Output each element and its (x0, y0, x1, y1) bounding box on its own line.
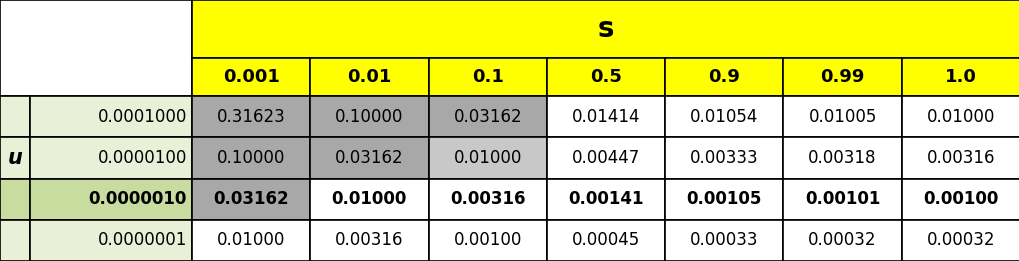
Bar (901, 96, 1019, 137)
Bar (783, 179, 901, 220)
Bar (546, 58, 664, 96)
Bar (664, 179, 783, 220)
Bar (428, 96, 546, 137)
Bar (901, 220, 1019, 261)
Text: 0.0000010: 0.0000010 (89, 190, 186, 208)
Bar (310, 179, 428, 220)
Text: 0.00045: 0.00045 (572, 231, 640, 249)
Bar (0, 179, 30, 220)
Text: 0.00318: 0.00318 (807, 149, 876, 167)
Text: 0.99: 0.99 (819, 68, 864, 86)
Bar (0, 137, 30, 179)
Text: 0.01: 0.01 (346, 68, 391, 86)
Bar (783, 96, 901, 137)
Text: 0.00316: 0.00316 (335, 231, 404, 249)
Bar (664, 96, 783, 137)
Text: 0.00316: 0.00316 (925, 149, 995, 167)
Text: 0.00447: 0.00447 (572, 149, 640, 167)
Text: 0.00033: 0.00033 (690, 231, 758, 249)
Bar (546, 179, 664, 220)
Bar (428, 220, 546, 261)
Text: 0.5: 0.5 (589, 68, 622, 86)
Text: 0.01005: 0.01005 (808, 108, 876, 126)
Bar (783, 137, 901, 179)
Bar (192, 0, 1019, 58)
Bar (783, 58, 901, 96)
Text: 0.0000001: 0.0000001 (98, 231, 186, 249)
Bar (192, 96, 310, 137)
Bar (664, 220, 783, 261)
Bar (901, 179, 1019, 220)
Text: 0.03162: 0.03162 (335, 149, 404, 167)
Bar (30, 96, 192, 137)
Bar (0, 0, 192, 96)
Bar (546, 137, 664, 179)
Text: 0.00333: 0.00333 (689, 149, 758, 167)
Text: 0.001: 0.001 (222, 68, 279, 86)
Bar (310, 220, 428, 261)
Bar (901, 58, 1019, 96)
Text: 0.01000: 0.01000 (217, 231, 285, 249)
Bar (0, 96, 30, 137)
Text: u: u (7, 148, 22, 168)
Bar (30, 220, 192, 261)
Bar (30, 179, 192, 220)
Bar (664, 137, 783, 179)
Text: 0.00032: 0.00032 (925, 231, 995, 249)
Bar (783, 220, 901, 261)
Text: s: s (597, 15, 613, 43)
Bar (310, 137, 428, 179)
Bar (310, 96, 428, 137)
Bar (664, 58, 783, 96)
Bar (192, 179, 310, 220)
Text: 0.00141: 0.00141 (568, 190, 643, 208)
Text: 0.00316: 0.00316 (449, 190, 525, 208)
Text: 0.00105: 0.00105 (686, 190, 761, 208)
Bar (428, 58, 546, 96)
Text: 0.01000: 0.01000 (453, 149, 522, 167)
Bar (901, 137, 1019, 179)
Bar (310, 58, 428, 96)
Bar (546, 220, 664, 261)
Text: 0.1: 0.1 (472, 68, 503, 86)
Bar (428, 179, 546, 220)
Text: 0.00032: 0.00032 (807, 231, 876, 249)
Text: 0.03162: 0.03162 (453, 108, 522, 126)
Text: 0.31623: 0.31623 (217, 108, 285, 126)
Text: 0.00100: 0.00100 (922, 190, 998, 208)
Text: 0.9: 0.9 (707, 68, 740, 86)
Text: 1.0: 1.0 (944, 68, 976, 86)
Text: 0.01000: 0.01000 (331, 190, 407, 208)
Bar (428, 137, 546, 179)
Bar (192, 58, 310, 96)
Bar (30, 137, 192, 179)
Text: 0.0000100: 0.0000100 (98, 149, 186, 167)
Bar (192, 220, 310, 261)
Text: 0.01000: 0.01000 (925, 108, 995, 126)
Text: 0.00101: 0.00101 (804, 190, 879, 208)
Text: 0.10000: 0.10000 (335, 108, 404, 126)
Text: 0.10000: 0.10000 (217, 149, 285, 167)
Text: 0.03162: 0.03162 (213, 190, 288, 208)
Bar (546, 96, 664, 137)
Text: 0.01054: 0.01054 (690, 108, 758, 126)
Text: 0.00100: 0.00100 (453, 231, 522, 249)
Bar (192, 137, 310, 179)
Bar (0, 220, 30, 261)
Text: 0.01414: 0.01414 (572, 108, 640, 126)
Text: 0.0001000: 0.0001000 (98, 108, 186, 126)
